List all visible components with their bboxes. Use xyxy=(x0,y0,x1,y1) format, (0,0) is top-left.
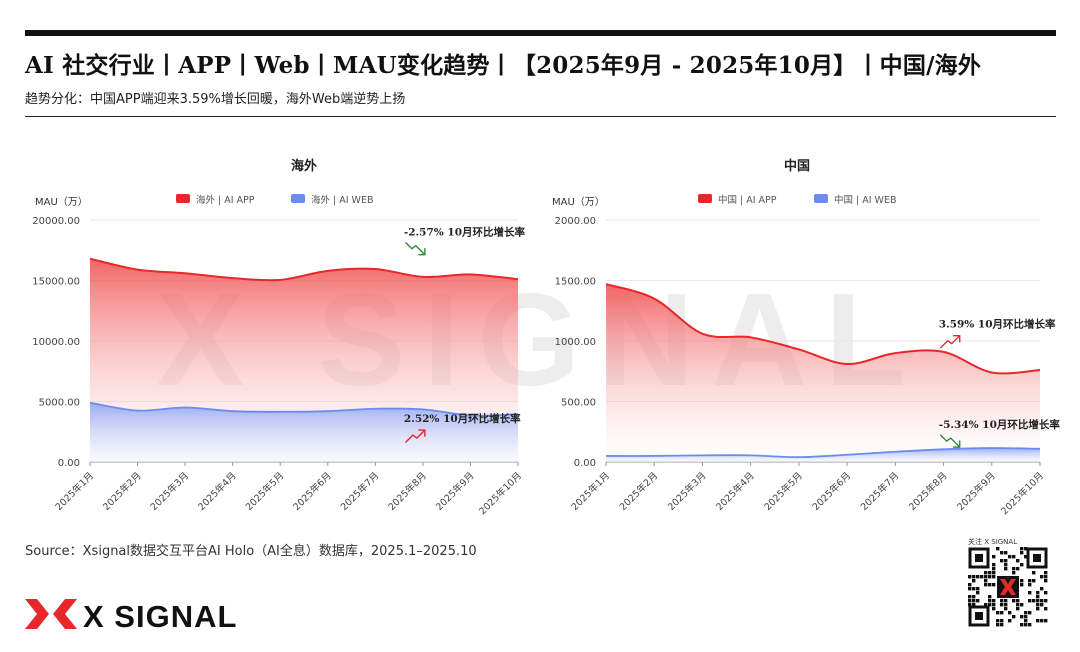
chart-1-legend-label-web: 海外 | AI WEB xyxy=(311,194,373,206)
chart-1-trend-arrow-down xyxy=(405,242,426,256)
chart-2-xtick-label: 2025年2月 xyxy=(617,470,660,513)
chart-1-line-web xyxy=(89,401,519,417)
chart-2-xtick-label: 2025年5月 xyxy=(762,470,805,513)
chart-2-line-app xyxy=(605,283,1041,375)
chart-1-line-app xyxy=(89,257,519,282)
chart-2-xtick-label: 2025年3月 xyxy=(665,470,708,513)
chart-2-ytick-label: 0.00 xyxy=(574,458,596,469)
chart-2-xtick-label: 2025年1月 xyxy=(569,470,612,513)
chart-1-xtick-label: 2025年2月 xyxy=(100,470,143,513)
chart-2-trend-arrow-down xyxy=(940,434,961,448)
follow-label: 关注 X SIGNAL xyxy=(968,538,1018,546)
header-divider xyxy=(25,116,1056,117)
chart-1-legend-label-app: 海外 | AI APP xyxy=(196,194,255,206)
chart-1-ylabel: MAU（万） xyxy=(35,196,88,208)
chart-2-xtick-label: 2025年10月 xyxy=(999,470,1047,518)
chart-1-annotation-down: -2.57% 10月环比增长率 xyxy=(404,226,526,239)
chart-1-xtick-label: 2025年4月 xyxy=(195,470,238,513)
chart-2-title: 中国 xyxy=(784,158,810,174)
chart-2-ytick-label: 500.00 xyxy=(561,398,596,409)
chart-1-xtick-label: 2025年3月 xyxy=(148,470,191,513)
chart-1-xtick-label: 2025年10月 xyxy=(477,470,525,518)
chart-2-area-web xyxy=(606,448,1040,462)
chart-2-legend-label-app: 中国 | AI APP xyxy=(718,194,777,206)
chart-2-xtick-label: 2025年8月 xyxy=(906,470,949,513)
chart-1-title: 海外 xyxy=(291,158,317,174)
chart-1-xtick-label: 2025年5月 xyxy=(243,470,286,513)
chart-1-area-web xyxy=(90,402,518,462)
chart-1-xtick-label: 2025年6月 xyxy=(291,470,334,513)
chart-2-ytick-label: 1000.00 xyxy=(555,337,596,348)
chart-1-annotation-up: 2.52% 10月环比增长率 xyxy=(404,412,521,425)
page-title: AI 社交行业丨APP丨Web丨MAU变化趋势丨【2025年9月 - 2025年… xyxy=(25,52,982,79)
chart-2-legend-swatch-web xyxy=(814,194,828,203)
chart-1-xtick-label: 2025年9月 xyxy=(433,470,476,513)
qr-code-icon[interactable] xyxy=(968,547,1048,627)
brand-wordmark: X SIGNAL xyxy=(83,599,237,631)
chart-2-legend-label-web: 中国 | AI WEB xyxy=(834,194,896,206)
chart-2-area-app xyxy=(606,284,1040,462)
chart-2-ytick-label: 1500.00 xyxy=(555,277,596,288)
chart-1-xtick-label: 2025年7月 xyxy=(338,470,381,513)
chart-2-ytick-label: 2000.00 xyxy=(555,216,596,227)
chart-2-xtick-label: 2025年9月 xyxy=(955,470,998,513)
chart-2-annotation-down: -5.34% 10月环比增长率 xyxy=(939,418,1061,431)
top-bar xyxy=(25,30,1056,36)
chart-1-ytick-label: 5000.00 xyxy=(39,398,80,409)
chart-2-xtick-label: 2025年7月 xyxy=(858,470,901,513)
chart-1-xtick-label: 2025年8月 xyxy=(386,470,429,513)
chart-1-ytick-label: 15000.00 xyxy=(32,277,80,288)
chart-2-ylabel: MAU（万） xyxy=(552,196,605,208)
chart-2-trend-arrow-up xyxy=(940,334,961,349)
xsignal-logo: X SIGNAL xyxy=(25,599,237,631)
chart-2-legend-swatch-app xyxy=(698,194,712,203)
chart-2-xtick-label: 2025年6月 xyxy=(810,470,853,513)
chart-1-ytick-label: 20000.00 xyxy=(32,216,80,227)
source-note: Source：Xsignal数据交互平台AI Holo（AI全息）数据库，202… xyxy=(25,544,477,559)
chart-1-ytick-label: 0.00 xyxy=(58,458,80,469)
chart-1: 海外 MAU（万） 海外 | AI APP 海外 | AI WEB 0.00 5000.0… xyxy=(32,158,525,517)
chart-1-legend-swatch-app xyxy=(176,194,190,203)
chart-2-line-web xyxy=(605,447,1041,459)
chart-1-trend-arrow-up xyxy=(405,429,426,443)
x-mark-icon xyxy=(25,599,77,629)
chart-2-xtick-label: 2025年4月 xyxy=(713,470,756,513)
chart-2-annotation-up: 3.59% 10月环比增长率 xyxy=(939,318,1056,331)
chart-1-xtick-label: 2025年1月 xyxy=(53,470,96,513)
page-subtitle: 趋势分化：中国APP端迎来3.59%增长回暖，海外Web端逆势上扬 xyxy=(25,92,406,107)
chart-1-legend-swatch-web xyxy=(291,194,305,203)
chart-1-ytick-label: 10000.00 xyxy=(32,337,80,348)
